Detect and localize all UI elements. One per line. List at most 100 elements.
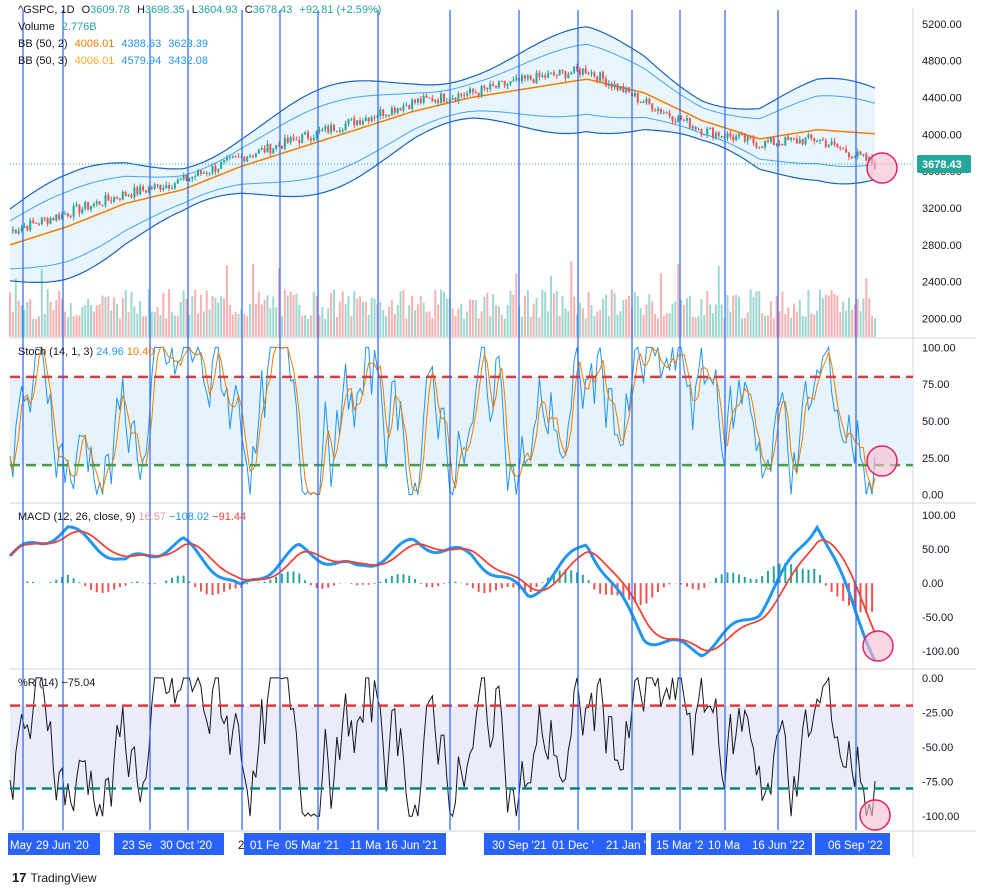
candle-body [489, 83, 492, 90]
volume-bar [350, 316, 353, 337]
volume-bar [602, 298, 605, 337]
candle-body [29, 220, 32, 231]
candle-body [659, 108, 662, 113]
volume-bar [361, 301, 364, 337]
volume-bar [37, 316, 40, 337]
candle-body [211, 165, 214, 173]
volume-bar [688, 296, 691, 337]
volume-bar [792, 303, 795, 337]
volume-bar [645, 304, 648, 337]
volume-bar [480, 311, 483, 337]
candle-body [272, 148, 275, 154]
macd-hist-bar [732, 572, 735, 584]
candle-body [862, 154, 865, 156]
highlight-circle [862, 630, 894, 662]
volume-bar [260, 304, 263, 337]
volume-bar [286, 295, 289, 337]
volume-bar [359, 296, 362, 337]
candle-body [107, 195, 110, 201]
macd-hist-bar [72, 578, 75, 584]
macd-hist-bar [807, 569, 810, 584]
candle-body [521, 75, 524, 81]
macd-hist-bar [709, 582, 712, 584]
candle-body [147, 187, 150, 193]
candle-body [280, 145, 283, 149]
bb2-mid: 4006.01 [74, 55, 115, 67]
macd-hist-bar [223, 583, 226, 592]
volume-bar [315, 296, 318, 337]
tradingview-logo[interactable]: 17 TradingView [12, 870, 97, 885]
candle-body [304, 132, 307, 135]
bb1-label: BB (50, 2) [18, 38, 68, 50]
volume-bar [124, 290, 127, 337]
volume-bar [437, 304, 440, 337]
price-tick-label: 2800.00 [922, 240, 962, 252]
candle-body [636, 93, 639, 103]
volume-bar [795, 311, 798, 337]
volume-bar [674, 301, 677, 337]
volume-bar [735, 294, 738, 337]
volume-bar [636, 296, 639, 337]
volume-bar [680, 299, 683, 337]
volume-bar [399, 291, 402, 337]
candle-body [561, 69, 564, 72]
macd-hist-bar [865, 583, 868, 613]
candle-body [865, 154, 868, 161]
candle-body [549, 72, 552, 74]
macd-hist-bar [657, 583, 660, 593]
volume-bar [387, 306, 390, 337]
candle-body [75, 204, 78, 206]
volume-bar [859, 311, 862, 337]
volume-bar [752, 296, 755, 337]
volume-bar [280, 316, 283, 337]
volume-bar [856, 298, 859, 337]
volume-bar [541, 289, 544, 337]
volume-bar [521, 316, 524, 337]
candle-body [813, 138, 816, 142]
wr-tick-label: -75.00 [922, 777, 953, 789]
candle-body [795, 138, 798, 144]
candle-body [191, 176, 194, 179]
macd-tick-label: 100.00 [922, 510, 956, 522]
volume-bar [830, 289, 833, 337]
candle-body [709, 127, 712, 129]
candle-body [654, 110, 657, 112]
volume-bar [153, 311, 156, 337]
volume-bar [720, 304, 723, 337]
macd-hist-bar [26, 581, 29, 584]
macd-hist-bar [738, 574, 741, 584]
x-axis-label: May [10, 840, 32, 852]
candle-body [199, 170, 202, 174]
macd-hist-bar [483, 583, 486, 594]
macd-hist-bar [755, 579, 758, 584]
candle-body [552, 72, 555, 76]
candle-body [333, 124, 336, 132]
macd-hist-bar [118, 583, 121, 588]
candle-body [87, 202, 90, 210]
x-axis-label: 29 Jun '20 [36, 840, 89, 852]
candle-body [764, 140, 767, 148]
macd-hist-bar [581, 574, 584, 584]
candle-body [309, 138, 312, 141]
volume-bar [266, 295, 269, 337]
candle-body [735, 136, 738, 141]
wr-tick-label: -100.00 [922, 811, 959, 823]
volume-bar [84, 305, 87, 337]
macd-hist-bar [350, 583, 353, 584]
volume-bar [798, 299, 801, 337]
volume-bar [871, 315, 874, 337]
macd-hist-bar [772, 566, 775, 584]
macd-hist-bar [477, 583, 480, 592]
candle-body [116, 197, 119, 199]
volume-bar [813, 314, 816, 337]
volume-bar [847, 297, 850, 337]
macd-hist-bar [749, 578, 752, 584]
volume-bar [738, 296, 741, 337]
volume-bar [564, 308, 567, 337]
candle-body [784, 136, 787, 146]
volume-bar [254, 303, 257, 337]
volume-bar [671, 303, 674, 337]
macd-hist-bar [327, 583, 330, 588]
candle-body [202, 172, 205, 174]
